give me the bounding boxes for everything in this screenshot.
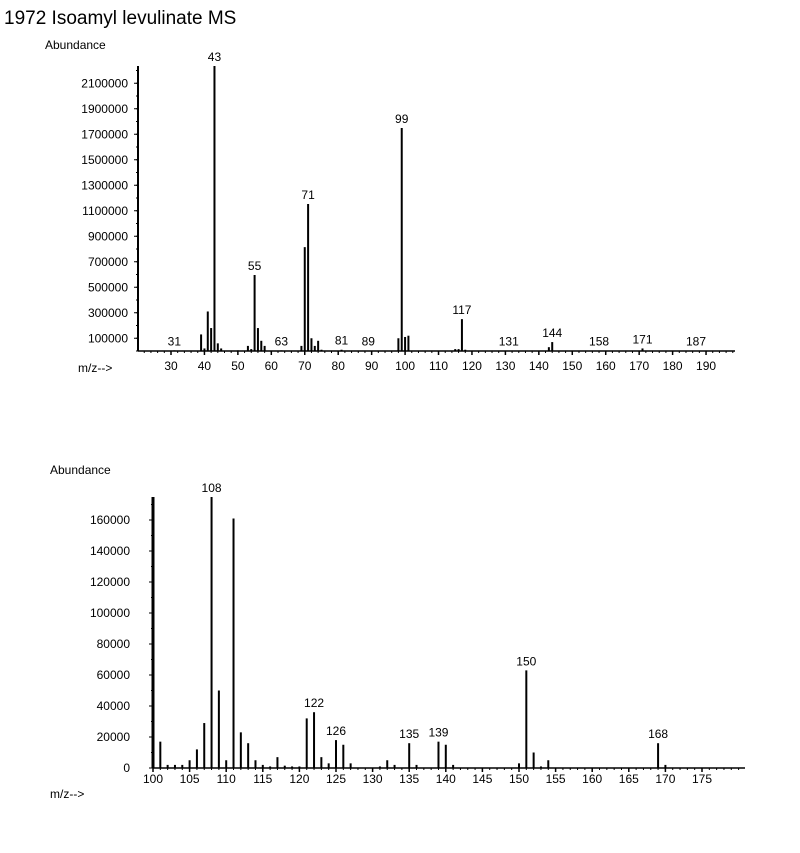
x-tick-label: 80 xyxy=(332,359,346,373)
peak-label: 117 xyxy=(452,303,471,317)
x-tick-label: 150 xyxy=(562,359,582,373)
chart-title: 1972 Isoamyl levulinate MS xyxy=(4,8,236,29)
x-tick-label: 140 xyxy=(529,359,549,373)
y-tick-label: 500000 xyxy=(88,280,128,294)
x-tick-label: 40 xyxy=(198,359,212,373)
y-tick-label: 1100000 xyxy=(82,204,128,218)
y-tick-label: 1700000 xyxy=(81,127,128,141)
x-tick-label: 130 xyxy=(495,359,515,373)
x-tick-label: 60 xyxy=(265,359,279,373)
peak-label: 122 xyxy=(304,696,324,710)
peak-label: 55 xyxy=(248,259,262,273)
y-tick-label: 1900000 xyxy=(81,102,128,116)
peak-label: 139 xyxy=(428,726,448,740)
peak-label: 187 xyxy=(686,335,706,349)
x-tick-label: 170 xyxy=(655,772,675,786)
top-spectrum-plot: 30 40 50 60 70 80 90 100 110 120 130 140 150 160 170 18… xyxy=(81,50,735,373)
peak-label: 158 xyxy=(589,335,609,349)
x-tick-label: 145 xyxy=(472,772,492,786)
y-tick-label: 20000 xyxy=(97,730,131,744)
y-tick-label: 700000 xyxy=(88,255,128,269)
peak-label: 99 xyxy=(395,112,409,126)
peak-label: 168 xyxy=(648,727,668,741)
peak-label: 108 xyxy=(202,481,222,495)
x-tick-label: 135 xyxy=(399,772,419,786)
top-x-axis-label: m/z--> xyxy=(78,361,112,375)
bottom-x-axis-label: m/z--> xyxy=(50,787,84,801)
y-tick-label: 120000 xyxy=(90,575,130,589)
x-tick-label: 50 xyxy=(231,359,245,373)
peak-label: 81 xyxy=(335,334,349,348)
peak-label: 89 xyxy=(362,334,376,348)
peak-label: 150 xyxy=(516,654,536,668)
x-tick-label: 100 xyxy=(143,772,163,786)
x-tick-label: 180 xyxy=(663,359,683,373)
peak-label: 171 xyxy=(632,332,652,346)
x-tick-label: 175 xyxy=(692,772,712,786)
y-tick-label: 300000 xyxy=(88,306,128,320)
x-tick-label: 70 xyxy=(298,359,312,373)
y-tick-label: 40000 xyxy=(97,699,131,713)
y-tick-label: 60000 xyxy=(97,668,131,682)
x-tick-label: 90 xyxy=(365,359,379,373)
y-tick-label: 0 xyxy=(123,761,130,775)
x-tick-label: 120 xyxy=(289,772,309,786)
peak-label: 131 xyxy=(499,334,519,348)
bottom-y-axis-label: Abundance xyxy=(50,463,111,477)
y-tick-label: 160000 xyxy=(90,513,130,527)
x-tick-label: 160 xyxy=(596,359,616,373)
peak-label: 31 xyxy=(168,334,182,348)
x-tick-label: 105 xyxy=(180,772,200,786)
bottom-spectrum-plot: 100 105 110 115 120 125 130 135 140 145 150 155 160 1… xyxy=(90,481,745,786)
x-tick-label: 120 xyxy=(462,359,482,373)
x-tick-label: 160 xyxy=(582,772,602,786)
peak-label: 63 xyxy=(275,334,289,348)
y-tick-label: 100000 xyxy=(88,331,128,345)
top-y-axis-label: Abundance xyxy=(45,38,106,52)
x-tick-label: 125 xyxy=(326,772,346,786)
y-tick-label: 140000 xyxy=(90,544,130,558)
x-tick-label: 30 xyxy=(164,359,178,373)
x-tick-label: 115 xyxy=(253,772,272,786)
x-tick-label: 110 xyxy=(429,359,448,373)
x-tick-label: 165 xyxy=(619,772,639,786)
peak-label: 71 xyxy=(301,188,315,202)
x-tick-label: 130 xyxy=(363,772,383,786)
y-tick-label: 2100000 xyxy=(81,76,128,90)
y-tick-label: 80000 xyxy=(97,637,131,651)
x-tick-label: 190 xyxy=(696,359,716,373)
peak-label: 126 xyxy=(326,724,346,738)
peak-label: 144 xyxy=(542,326,562,340)
peak-label: 43 xyxy=(208,50,222,64)
x-tick-label: 140 xyxy=(436,772,456,786)
x-tick-label: 100 xyxy=(395,359,415,373)
x-tick-label: 155 xyxy=(546,772,566,786)
peak-label: 135 xyxy=(399,727,419,741)
x-tick-label: 150 xyxy=(509,772,529,786)
x-tick-label: 170 xyxy=(629,359,649,373)
y-tick-label: 1500000 xyxy=(81,153,128,167)
y-tick-label: 100000 xyxy=(90,606,130,620)
x-tick-label: 110 xyxy=(217,772,236,786)
y-tick-label: 900000 xyxy=(88,229,128,243)
y-tick-label: 1300000 xyxy=(81,178,128,192)
